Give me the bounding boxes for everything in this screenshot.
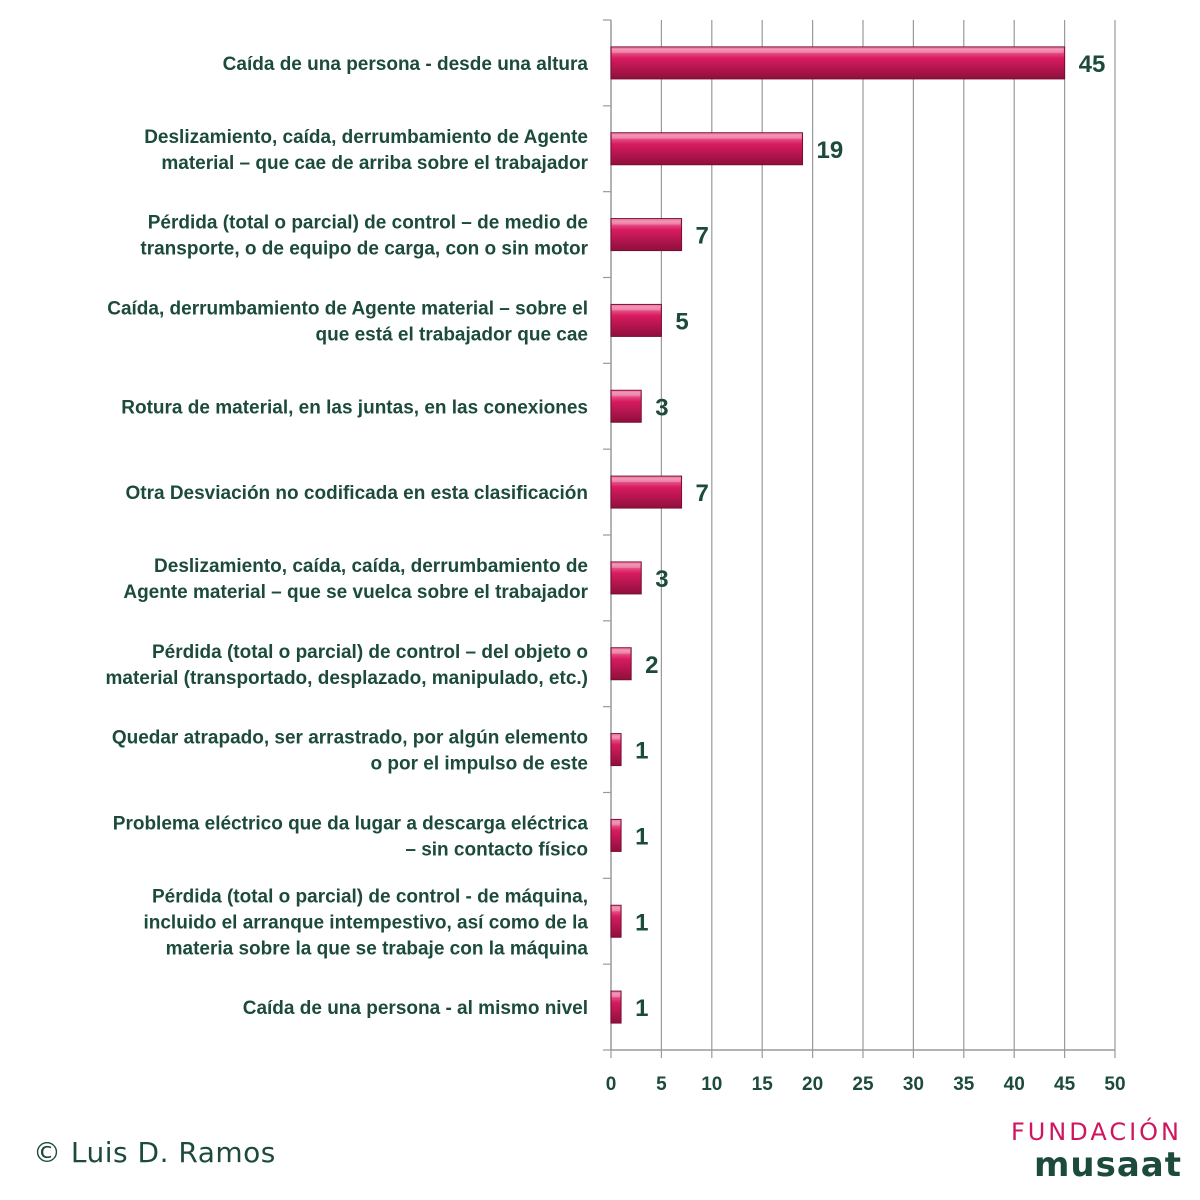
data-label: 3 [655,566,668,593]
bar [610,303,662,337]
category-label-line: material – que cae de arriba sobre el tr… [161,153,588,174]
fundacion-musaat-logo: FUNDACIÓN musaat [982,1118,1182,1188]
data-label: 2 [645,652,658,679]
x-tick-label: 35 [953,1074,975,1095]
category-label: Deslizamiento, caída, caída, derrumbamie… [123,556,588,603]
gridlines [660,20,1116,1050]
category-label-line: Caída de una persona - desde una altura [223,54,589,75]
category-label-line: Pérdida (total o parcial) de control - d… [152,886,588,907]
category-label-line: material (transportado, desplazado, mani… [106,668,588,689]
bar [610,46,1066,80]
x-tick-label: 30 [903,1074,924,1095]
category-label-line: materia sobre la que se trabaje con la m… [166,938,589,959]
x-axis: 0 5 10 15 20 25 30 35 40 45 50 [603,19,1126,1095]
bar-highlight [612,134,802,139]
x-tick-label: 50 [1104,1074,1125,1095]
bar [610,218,683,252]
category-label: Otra Desviación no codificada en esta cl… [125,483,588,504]
data-label: 1 [635,738,648,765]
category-label: Rotura de material, en las juntas, en la… [121,397,588,418]
category-label-line: Pérdida (total o parcial) de control – d… [152,642,588,663]
data-label: 1 [635,823,648,850]
bars [610,46,1066,1024]
category-label: Quedar atrapado, ser arrastrado, por alg… [112,728,588,775]
bar-highlight [612,907,621,912]
data-label: 19 [817,137,844,164]
bar [610,990,622,1024]
bar-chart: 0 5 10 15 20 25 30 35 40 45 50 Caída de una person… [106,19,1126,1095]
x-tick-label: 25 [852,1074,874,1095]
bar-highlight [612,478,681,483]
x-tick-label: 45 [1054,1074,1076,1095]
logo-line2: musaat [1033,1145,1182,1185]
category-label: Pérdida (total o parcial) de control – d… [106,642,588,689]
bar-highlight [612,735,621,740]
category-label-line: Pérdida (total o parcial) de control – d… [148,213,588,234]
category-label-line: Deslizamiento, caída, caída, derrumbamie… [154,556,588,577]
category-label-line: Quedar atrapado, ser arrastrado, por alg… [112,728,588,749]
category-label-line: Caída de una persona - al mismo nivel [243,998,588,1019]
data-label: 7 [696,223,709,250]
bar-highlight [612,220,681,225]
x-tick-label: 5 [656,1074,667,1095]
data-label: 5 [675,308,688,335]
category-label-line: Agente material – que se vuelca sobre el… [123,582,588,603]
x-tick-label: 20 [802,1074,823,1095]
bar [610,389,642,423]
data-label: 45 [1079,51,1106,78]
category-label: Caída de una persona - al mismo nivel [243,998,588,1019]
x-tick-label: 15 [752,1074,774,1095]
data-label: 7 [696,480,709,507]
category-label: Pérdida (total o parcial) de control – d… [140,213,588,260]
bar-highlight [612,48,1064,53]
logo-line1: FUNDACIÓN [1010,1118,1182,1146]
category-label-line: transporte, o de equipo de carga, con o … [140,239,588,260]
category-label-line: incluido el arranque intempestivo, así c… [143,912,588,933]
bar-highlight [612,563,641,568]
category-label-line: Caída, derrumbamiento de Agente material… [107,298,588,319]
bar-highlight [612,306,661,311]
bar [610,132,804,166]
bar [610,818,622,852]
bar [610,475,683,509]
copyright-credit: © Luis D. Ramos [33,1136,276,1169]
category-label: Problema eléctrico que da lugar a descar… [113,813,589,860]
category-label: Pérdida (total o parcial) de control - d… [143,886,588,959]
category-label-line: Problema eléctrico que da lugar a descar… [113,813,589,834]
category-label: Caída de una persona - desde una altura [223,54,589,75]
x-tick-label: 0 [606,1074,617,1095]
x-tick-label: 40 [1004,1074,1025,1095]
data-label: 1 [635,909,648,936]
bar-highlight [612,993,621,998]
bar [610,561,642,595]
data-label: 3 [655,394,668,421]
category-label-line: Rotura de material, en las juntas, en la… [121,397,588,418]
bar [610,904,622,938]
category-label-line: Otra Desviación no codificada en esta cl… [125,483,588,504]
x-tick-label: 10 [701,1074,722,1095]
bar [610,733,622,767]
category-labels: Caída de una persona - desde una altura D… [106,54,589,1019]
category-label-line: Deslizamiento, caída, derrumbamiento de … [144,127,588,148]
category-label-line: o por el impulso de este [371,754,589,775]
bar [610,647,632,681]
data-label: 1 [635,995,648,1022]
category-label-line: – sin contacto físico [405,839,588,860]
value-labels: 45 19 7 5 3 7 3 2 1 1 1 1 [635,51,1105,1022]
bar-highlight [612,392,641,397]
bar-highlight [612,649,631,654]
category-label: Caída, derrumbamiento de Agente material… [107,298,588,345]
category-label: Deslizamiento, caída, derrumbamiento de … [144,127,588,174]
bar-highlight [612,821,621,826]
category-label-line: que está el trabajador que cae [316,324,588,345]
